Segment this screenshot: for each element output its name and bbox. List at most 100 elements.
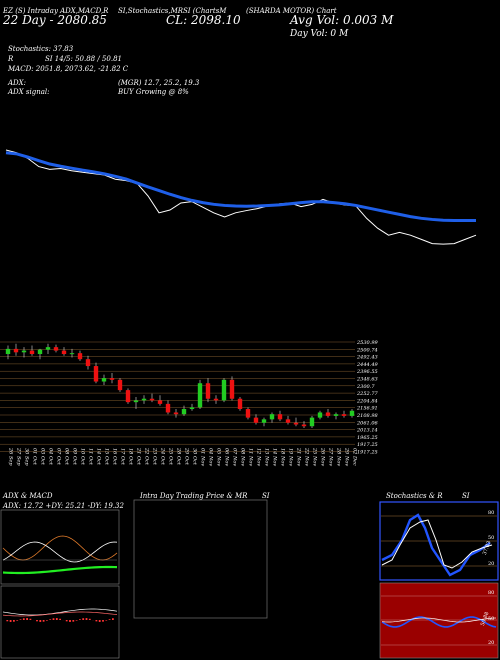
adx-readout-left: ADX: (8, 79, 27, 87)
date-label: 10 Oct (80, 448, 86, 466)
avg-volume-label: Avg Vol: 0.003 M (290, 13, 394, 27)
date-label: 28 Nov (336, 447, 342, 466)
stoch-last-value: 37.83 (481, 540, 493, 556)
macd-panel-frame (0, 585, 120, 659)
date-label: 03 Oct (40, 448, 46, 466)
date-label: 22 Nov (304, 447, 310, 466)
rsi-readout-right: SI 14/5: 50.88 / 50.81 (45, 55, 122, 63)
price-axis-label: 1917.25 (357, 442, 378, 448)
candle-body (165, 403, 171, 413)
stochastics-lines (381, 513, 497, 577)
date-label: 25 Nov (312, 447, 318, 466)
date-label: 14 Nov (272, 448, 278, 466)
date-label: 30 Oct (192, 448, 198, 466)
date-label: 13 Nov (264, 448, 270, 466)
date-label: 17 Oct (120, 448, 126, 466)
candle-body (189, 407, 195, 410)
rsi-lines (381, 595, 497, 646)
candle-body (341, 414, 347, 416)
date-label: 29 Oct (184, 447, 190, 466)
candle-body (253, 417, 259, 423)
candle-body (245, 409, 251, 418)
date-label: 12 Nov (256, 448, 262, 466)
header-title-right: (SHARDA MOTOR) Chart (246, 7, 337, 15)
date-label: 01 Oct (32, 448, 38, 466)
price-axis-label: 2348.63 (356, 377, 378, 383)
price-axis-label: 2252.77 (356, 391, 378, 397)
date-label: 07 Nov (232, 448, 238, 466)
date-label: 04 Nov (208, 448, 214, 466)
stoch-axis-20: 20 (488, 561, 495, 567)
stoch-panel-title2: SI (462, 492, 470, 500)
candle-body (21, 350, 27, 353)
date-label: 21 Nov (296, 447, 302, 466)
candle-body (237, 398, 243, 410)
adx-readout-right: (MGR) 12.7, 25.2, 19.3 (118, 79, 200, 87)
candle-body (141, 398, 147, 401)
candle-body (13, 348, 19, 353)
stoch-k-line (381, 513, 491, 577)
price-axis-label: 2530.99 (356, 340, 378, 346)
date-label: 28 Oct (176, 447, 182, 466)
candle-body (309, 417, 315, 427)
date-label: 27 Nov (328, 447, 334, 466)
price-axis-label: 2061.06 (356, 420, 378, 426)
date-label: 14 Oct (96, 448, 102, 466)
intraday-panel-title2: SI (262, 492, 270, 500)
candle-body (53, 347, 59, 351)
header-title-mid2: SI (ChartsM (183, 7, 227, 15)
rsi-line (381, 616, 497, 628)
candle-body (229, 379, 235, 399)
candle-body (69, 353, 75, 355)
date-label: 25 Oct (168, 447, 174, 466)
date-label: 27 Sep (16, 447, 22, 466)
date-label: 01 Nov (200, 448, 206, 466)
candle-body (197, 383, 203, 408)
candle-body (333, 414, 339, 416)
rsi-axis-20: 20 (488, 640, 495, 646)
candle-body (301, 424, 307, 427)
date-label: 05 Nov (216, 448, 222, 466)
candle-body (293, 422, 299, 425)
date-label: 18 Nov (280, 448, 286, 466)
stoch-axis-50: 50 (488, 535, 495, 541)
adx-panel-values: ADX: 12.72 +DY: 25.21 -DY: 19.32 (3, 502, 124, 510)
price-axis-label: 2396.55 (356, 369, 378, 375)
date-label: 19 Nov (288, 448, 294, 466)
price-axis-label: 2444.49 (356, 362, 378, 368)
macd-line (2, 608, 118, 616)
date-label: 15 Oct (104, 448, 110, 466)
price-axis-label: 2492.43 (356, 355, 378, 361)
candle-body (221, 379, 227, 401)
mrsi-line (381, 617, 497, 623)
adx-signal-right: BUY Growing @ 8% (118, 88, 189, 96)
candle-body (325, 412, 331, 416)
date-label: 07 Oct (56, 448, 62, 466)
price-axis-label: 2013.14 (356, 428, 378, 434)
candle-body (173, 412, 179, 415)
rsi-readout-left: R (8, 55, 14, 63)
adx-lines (2, 535, 118, 575)
candle-body (61, 350, 67, 355)
price-line (5, 149, 477, 245)
candle-body (205, 383, 211, 399)
candle-body (133, 400, 139, 403)
date-label: 26 Nov (320, 447, 326, 466)
price-axis-label: 2300.7 (356, 384, 375, 390)
candle-body (349, 410, 355, 416)
intraday-panel-title: Intra Day Trading Price & MR (140, 492, 248, 500)
date-label: 11 Oct (88, 448, 94, 466)
moving-average-series (5, 149, 477, 245)
adx-minus-di (2, 541, 118, 563)
header-title-mid: SI,Stochastics,MR (118, 7, 184, 15)
candle-body (77, 353, 83, 360)
stoch-d-line (381, 519, 493, 569)
day-volume-label: Day Vol: 0 M (290, 29, 349, 39)
candle-body (109, 378, 115, 380)
candle-body (101, 378, 107, 382)
candle-body (93, 366, 99, 382)
price-axis-label: 2156.91 (356, 406, 378, 412)
date-label: 09 Oct (72, 448, 78, 466)
candle-body (269, 414, 275, 420)
date-label: 04 Oct (48, 448, 54, 466)
